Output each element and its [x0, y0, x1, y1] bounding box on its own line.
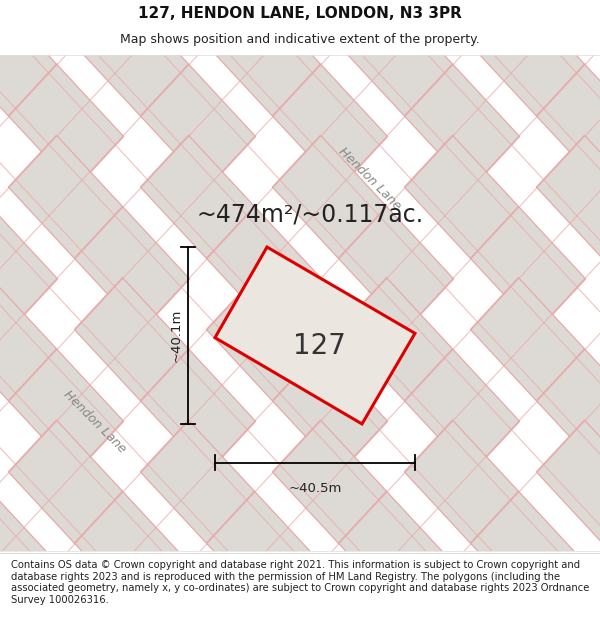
- Polygon shape: [0, 491, 58, 616]
- Polygon shape: [536, 349, 600, 473]
- Polygon shape: [338, 562, 454, 625]
- Polygon shape: [404, 135, 520, 259]
- Polygon shape: [404, 64, 520, 188]
- Polygon shape: [470, 0, 586, 46]
- Polygon shape: [272, 420, 388, 544]
- Text: Map shows position and indicative extent of the property.: Map shows position and indicative extent…: [120, 33, 480, 46]
- Polygon shape: [536, 420, 600, 544]
- Polygon shape: [470, 278, 586, 402]
- Polygon shape: [206, 0, 322, 117]
- Polygon shape: [470, 206, 586, 331]
- Polygon shape: [140, 349, 256, 473]
- Polygon shape: [470, 562, 586, 625]
- Polygon shape: [470, 491, 586, 616]
- Polygon shape: [8, 135, 124, 259]
- Polygon shape: [140, 135, 256, 259]
- Polygon shape: [206, 562, 322, 625]
- Polygon shape: [8, 64, 124, 188]
- Polygon shape: [338, 206, 454, 331]
- Polygon shape: [206, 491, 322, 616]
- Polygon shape: [0, 0, 58, 117]
- Polygon shape: [272, 64, 388, 188]
- Text: Contains OS data © Crown copyright and database right 2021. This information is : Contains OS data © Crown copyright and d…: [11, 560, 589, 605]
- Polygon shape: [470, 0, 586, 117]
- Polygon shape: [74, 491, 190, 616]
- Text: ~474m²/~0.117ac.: ~474m²/~0.117ac.: [196, 202, 424, 227]
- Polygon shape: [0, 206, 58, 331]
- Polygon shape: [206, 206, 322, 331]
- Polygon shape: [0, 0, 58, 46]
- Polygon shape: [0, 278, 58, 402]
- Polygon shape: [536, 64, 600, 188]
- Polygon shape: [140, 64, 256, 188]
- Polygon shape: [338, 0, 454, 117]
- Polygon shape: [215, 247, 415, 424]
- Polygon shape: [206, 0, 322, 46]
- Polygon shape: [0, 562, 58, 625]
- Polygon shape: [272, 135, 388, 259]
- Polygon shape: [338, 491, 454, 616]
- Polygon shape: [338, 0, 454, 46]
- Polygon shape: [272, 349, 388, 473]
- Polygon shape: [338, 278, 454, 402]
- Text: ~40.1m: ~40.1m: [170, 309, 182, 362]
- Text: 127: 127: [293, 332, 346, 360]
- Polygon shape: [206, 278, 322, 402]
- Polygon shape: [404, 349, 520, 473]
- Text: ~40.5m: ~40.5m: [289, 482, 341, 495]
- Polygon shape: [74, 278, 190, 402]
- Text: Hendon Lane: Hendon Lane: [61, 388, 129, 456]
- Polygon shape: [8, 349, 124, 473]
- Polygon shape: [74, 0, 190, 117]
- Polygon shape: [74, 206, 190, 331]
- Polygon shape: [404, 420, 520, 544]
- Polygon shape: [8, 420, 124, 544]
- Polygon shape: [536, 135, 600, 259]
- Polygon shape: [74, 562, 190, 625]
- Polygon shape: [140, 420, 256, 544]
- Text: Hendon Lane: Hendon Lane: [336, 145, 404, 213]
- Polygon shape: [74, 0, 190, 46]
- Text: 127, HENDON LANE, LONDON, N3 3PR: 127, HENDON LANE, LONDON, N3 3PR: [138, 6, 462, 21]
